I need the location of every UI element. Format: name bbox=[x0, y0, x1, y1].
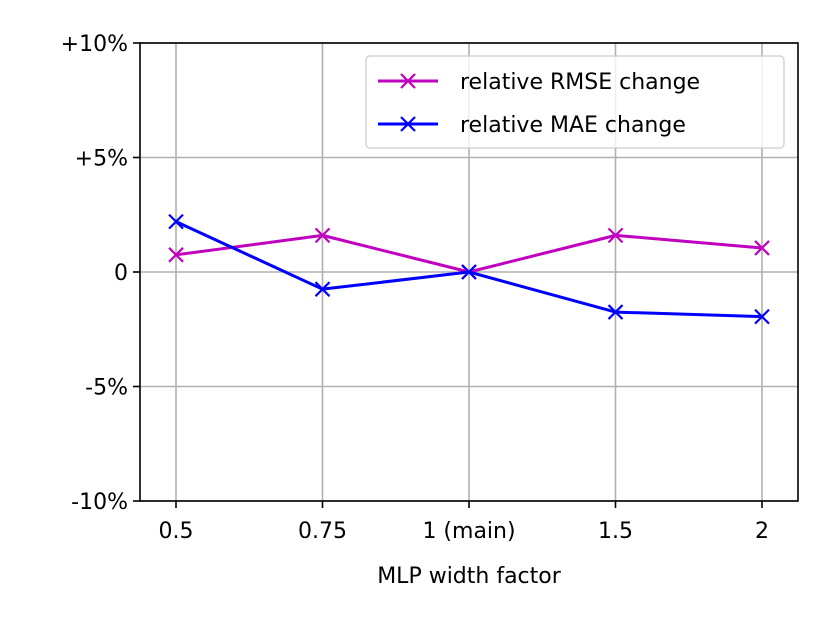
y-tick-label-3: -5% bbox=[85, 376, 128, 401]
legend-entry-mae: relative MAE change bbox=[378, 113, 686, 138]
legend-x-1 bbox=[400, 116, 416, 132]
x-tick-label-0: 0.5 bbox=[159, 519, 194, 544]
legend-label-mae: relative MAE change bbox=[460, 113, 686, 138]
series-1-point-2 bbox=[461, 264, 477, 280]
series-0-point-0 bbox=[168, 247, 184, 263]
series-layer bbox=[168, 213, 770, 325]
legend-x-0 bbox=[400, 73, 416, 89]
x-tick-label-4: 2 bbox=[755, 519, 769, 544]
series-1-point-0 bbox=[168, 213, 184, 230]
series-1-point-1 bbox=[314, 281, 331, 297]
legend: relative RMSE change relative MAE change bbox=[365, 55, 785, 149]
x-axis: 0.5 0.75 1 (main) 1.5 2 bbox=[159, 501, 769, 544]
series-1-point-4 bbox=[754, 308, 770, 325]
legend-box bbox=[365, 55, 785, 149]
x-tick-label-3: 1.5 bbox=[598, 519, 633, 544]
legend-entry-rmse: relative RMSE change bbox=[378, 70, 700, 95]
legend-label-rmse: relative RMSE change bbox=[460, 70, 700, 95]
series-0-point-1 bbox=[314, 227, 331, 244]
series-0-point-4 bbox=[754, 240, 770, 256]
x-tick-label-2: 1 (main) bbox=[422, 519, 515, 544]
x-tick-label-1: 0.75 bbox=[298, 519, 347, 544]
x-axis-title: MLP width factor bbox=[377, 564, 562, 589]
y-tick-label-0: +10% bbox=[61, 32, 128, 57]
series-0-point-3 bbox=[607, 227, 624, 244]
legend-marker-rmse bbox=[400, 73, 416, 89]
y-tick-label-4: -10% bbox=[71, 490, 128, 515]
y-tick-label-1: +5% bbox=[75, 147, 128, 172]
legend-marker-mae bbox=[400, 116, 416, 132]
series-1-point-3 bbox=[607, 304, 624, 320]
y-axis: +10% +5% 0 -5% -10% bbox=[61, 32, 140, 515]
y-tick-label-2: 0 bbox=[114, 261, 128, 286]
